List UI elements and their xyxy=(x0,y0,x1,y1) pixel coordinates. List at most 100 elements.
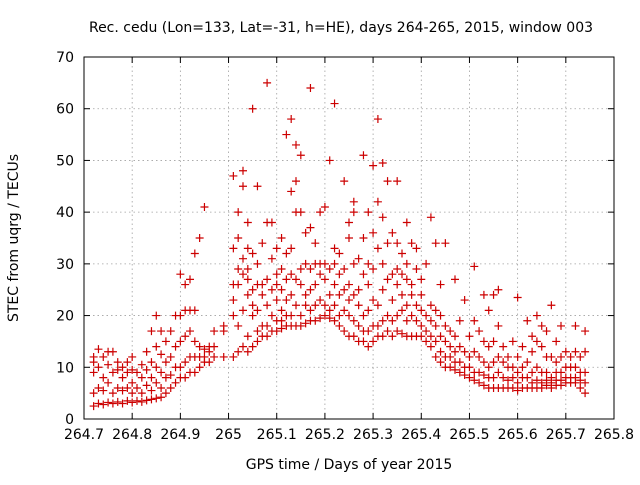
data-point xyxy=(422,259,431,268)
data-point xyxy=(508,337,517,346)
data-point xyxy=(239,254,247,263)
data-point xyxy=(123,396,132,405)
data-point xyxy=(383,327,392,336)
data-point xyxy=(258,239,267,248)
data-point xyxy=(518,363,527,372)
data-point xyxy=(451,332,459,341)
data-point xyxy=(455,368,464,377)
data-point xyxy=(229,352,238,361)
data-point xyxy=(388,332,397,341)
data-point xyxy=(108,368,117,377)
data-point xyxy=(330,301,339,310)
data-point xyxy=(504,376,512,385)
data-point xyxy=(142,396,151,405)
data-point xyxy=(320,202,329,211)
data-point xyxy=(388,228,397,237)
data-point xyxy=(272,327,281,336)
data-point xyxy=(340,327,349,336)
data-point xyxy=(142,365,151,374)
data-point xyxy=(320,311,329,320)
data-point xyxy=(484,342,493,351)
data-point xyxy=(528,378,537,387)
data-point xyxy=(364,327,373,336)
data-point xyxy=(369,161,378,170)
data-point xyxy=(484,306,493,315)
data-point xyxy=(528,368,537,377)
data-point xyxy=(354,285,363,294)
y-tick-label: 60 xyxy=(56,102,74,118)
data-point xyxy=(99,400,108,409)
data-point xyxy=(239,166,247,175)
data-point xyxy=(161,373,170,382)
data-point xyxy=(142,381,151,390)
data-point xyxy=(431,306,440,315)
data-point xyxy=(282,130,291,139)
data-point xyxy=(402,316,411,325)
y-tick-label: 20 xyxy=(56,309,74,325)
x-tick-label: 265.4 xyxy=(401,427,441,443)
data-point xyxy=(455,342,464,351)
x-tick-label: 265 xyxy=(215,427,242,443)
data-point xyxy=(306,285,315,294)
data-point xyxy=(311,316,320,325)
data-point xyxy=(532,311,541,320)
data-point xyxy=(157,327,166,336)
data-point xyxy=(552,337,561,346)
data-point xyxy=(494,352,503,361)
data-point xyxy=(581,378,590,387)
data-point xyxy=(104,398,113,407)
data-point xyxy=(398,290,406,299)
data-point xyxy=(195,234,204,242)
data-point xyxy=(335,270,344,279)
data-point xyxy=(508,373,517,382)
data-point xyxy=(128,398,137,407)
data-point xyxy=(489,358,498,367)
data-point xyxy=(359,151,368,160)
data-point xyxy=(325,265,334,274)
data-point xyxy=(354,254,363,263)
data-point xyxy=(157,393,166,402)
data-point xyxy=(402,218,411,227)
data-point xyxy=(325,314,334,323)
data-point xyxy=(195,363,204,372)
data-point xyxy=(108,347,117,356)
data-point xyxy=(152,394,161,403)
data-point xyxy=(479,358,488,367)
data-point xyxy=(306,84,315,93)
data-point xyxy=(301,228,310,237)
data-point xyxy=(210,352,219,361)
data-point xyxy=(542,376,551,385)
data-point xyxy=(157,383,166,392)
data-point xyxy=(441,239,450,248)
x-tick-label: 265.7 xyxy=(546,427,586,443)
data-point xyxy=(277,324,286,333)
data-point xyxy=(513,386,522,395)
data-point xyxy=(393,327,402,336)
data-point xyxy=(431,337,440,346)
data-point xyxy=(412,301,421,310)
data-point xyxy=(475,327,484,336)
data-point xyxy=(137,397,146,406)
data-point xyxy=(475,378,484,387)
data-point xyxy=(186,275,194,284)
data-point xyxy=(431,352,440,361)
data-point xyxy=(272,280,281,289)
data-point xyxy=(287,244,296,253)
data-point xyxy=(431,321,440,330)
data-point xyxy=(426,316,435,325)
data-point xyxy=(296,321,305,330)
data-point xyxy=(133,368,141,377)
data-point xyxy=(383,275,392,284)
data-point xyxy=(508,363,517,372)
data-point xyxy=(123,358,132,367)
data-point xyxy=(446,327,455,336)
data-point xyxy=(118,373,127,382)
data-point xyxy=(219,352,228,361)
data-point xyxy=(451,365,459,374)
axis-ticks: 264.7 264.8 264.9 265 265.1 265.2 265.3 265.4 26… xyxy=(56,50,634,443)
data-point xyxy=(253,327,262,336)
data-point xyxy=(335,311,344,320)
data-point xyxy=(470,347,479,356)
data-point xyxy=(532,363,541,372)
